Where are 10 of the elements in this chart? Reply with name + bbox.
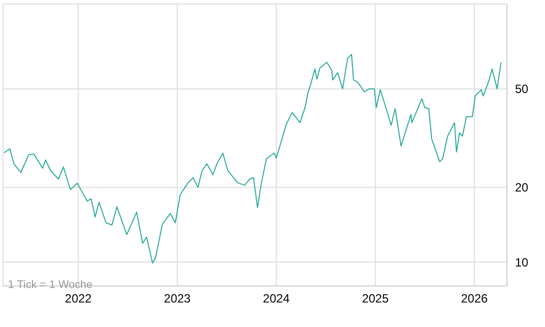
- x-tick-label: 2026: [460, 292, 488, 306]
- annotation: 1 Tick = 1 Woche: [8, 279, 92, 291]
- x-tick-label: 2022: [64, 292, 92, 306]
- line-series: [3, 54, 502, 264]
- x-tick-label: 2024: [262, 292, 290, 306]
- y-tick-label: 10: [515, 255, 529, 270]
- y-tick-label: 50: [515, 82, 529, 96]
- x-tick-label: 2025: [362, 292, 389, 306]
- x-tick-label: 2023: [164, 292, 191, 306]
- y-tick-label: 20: [515, 180, 529, 195]
